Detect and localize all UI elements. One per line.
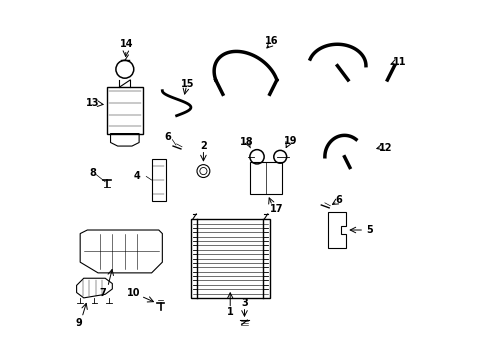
- Text: 17: 17: [269, 203, 283, 213]
- Text: 11: 11: [392, 57, 406, 67]
- Text: 14: 14: [120, 39, 133, 49]
- Bar: [249, 162, 282, 194]
- Text: 15: 15: [180, 78, 194, 89]
- Text: 2: 2: [200, 141, 206, 151]
- Text: 4: 4: [134, 171, 141, 181]
- Text: 6: 6: [335, 195, 342, 204]
- Bar: [190, 219, 269, 298]
- Text: 8: 8: [89, 168, 96, 178]
- Text: 10: 10: [127, 288, 140, 297]
- Text: 19: 19: [284, 136, 297, 146]
- Text: 6: 6: [164, 132, 171, 142]
- Text: 13: 13: [86, 98, 99, 108]
- Text: 16: 16: [264, 36, 278, 46]
- Text: 9: 9: [75, 318, 81, 328]
- Text: 5: 5: [366, 225, 372, 235]
- Text: 3: 3: [241, 298, 247, 308]
- Text: 12: 12: [378, 143, 391, 153]
- Text: 1: 1: [226, 307, 233, 317]
- Text: 7: 7: [99, 288, 105, 297]
- Text: 18: 18: [239, 138, 253, 148]
- Bar: [107, 87, 142, 134]
- Bar: [151, 158, 165, 202]
